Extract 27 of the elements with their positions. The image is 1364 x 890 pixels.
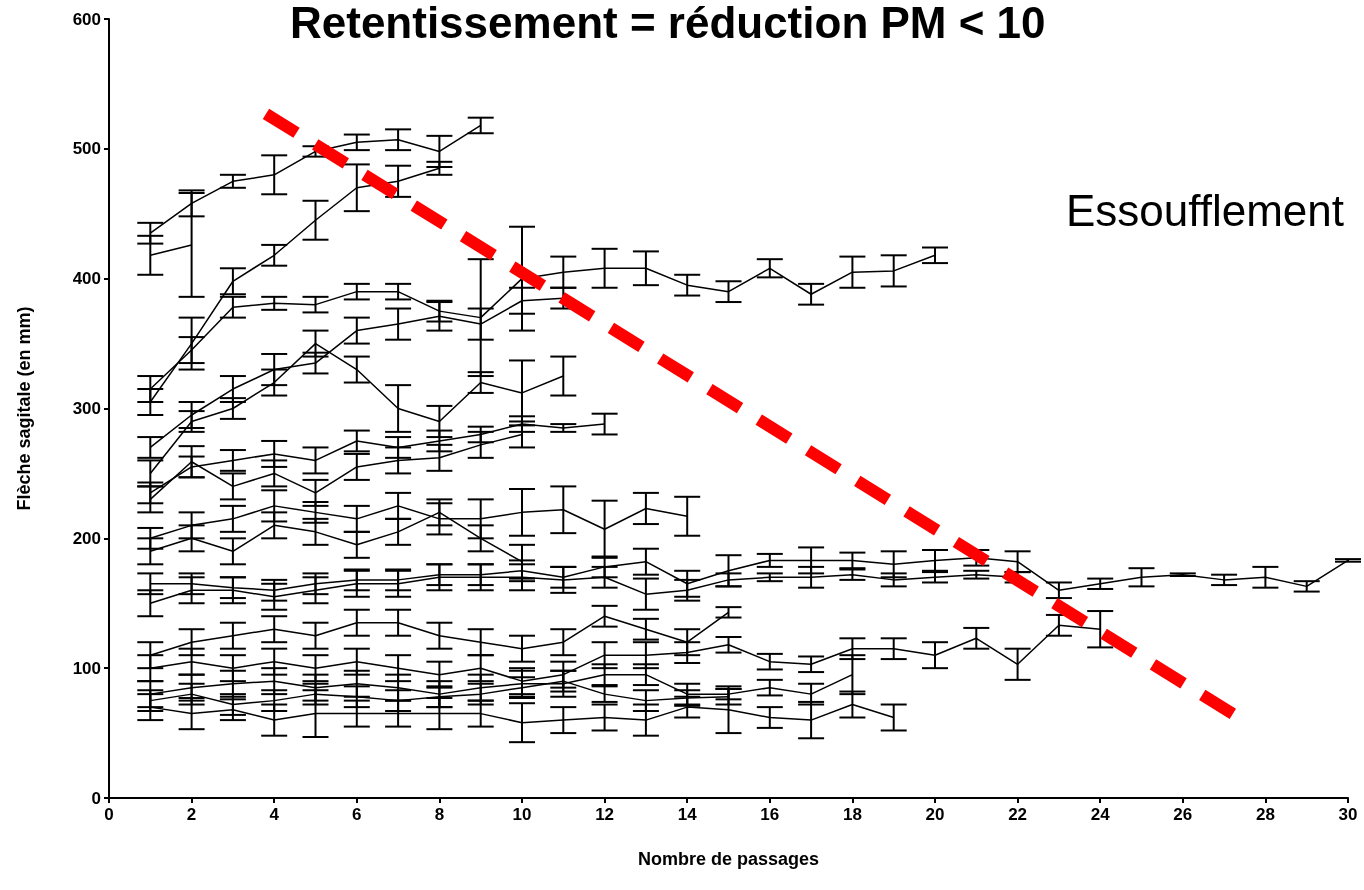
- x-axis-title: Nombre de passages: [637, 849, 820, 869]
- y-axis-title: Flèche sagitale (en mm): [14, 306, 34, 511]
- x-tick-label: 10: [512, 805, 532, 824]
- x-tick-label: 2: [186, 805, 197, 824]
- x-tick-label: 20: [925, 805, 945, 824]
- x-tick-label: 6: [352, 805, 362, 824]
- chart-title: Retentissement = réduction PM < 10: [290, 0, 1046, 47]
- y-tick-label: 300: [72, 399, 101, 418]
- y-tick-label: 600: [72, 9, 101, 29]
- x-tick-label: 14: [677, 805, 698, 824]
- x-tick-label: 24: [1090, 805, 1111, 824]
- x-tick-label: 26: [1173, 805, 1193, 824]
- x-tick-label: 12: [595, 805, 615, 824]
- x-tick-label: 18: [842, 805, 862, 824]
- annotation: Essoufflement: [1065, 185, 1345, 235]
- y-tick-label: 0: [91, 788, 101, 808]
- x-tick-label: 28: [1255, 805, 1275, 824]
- y-tick-label: 400: [72, 269, 101, 289]
- x-tick-label: 30: [1338, 805, 1358, 824]
- x-tick-label: 0: [104, 805, 114, 824]
- y-tick-label: 500: [72, 139, 101, 159]
- y-tick-label: 100: [72, 658, 101, 678]
- y-tick-label: 200: [72, 528, 101, 548]
- x-tick-label: 22: [1008, 805, 1028, 824]
- x-tick-label: 8: [434, 805, 445, 824]
- x-tick-label: 16: [760, 805, 780, 824]
- x-tick-label: 4: [269, 805, 280, 824]
